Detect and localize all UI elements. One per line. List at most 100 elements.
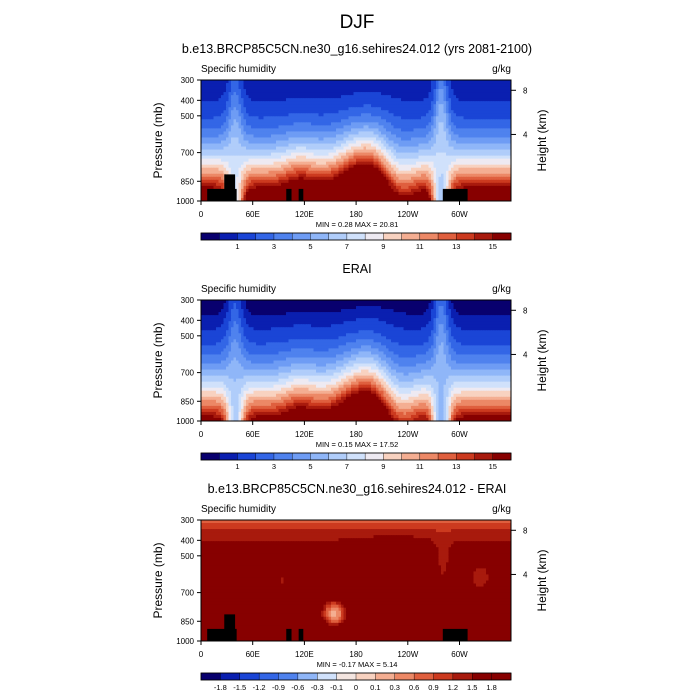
- figure-title: DJF: [340, 12, 375, 33]
- x-tick-label: 120E: [295, 210, 314, 219]
- topography-mask: [286, 188, 292, 201]
- colorbar-label: 11: [416, 462, 424, 471]
- colorbar-label: 7: [345, 242, 349, 251]
- colorbar-swatch: [456, 452, 476, 461]
- panels: b.e13.BRCP85C5CN.ne30_g16.sehires24.012 …: [151, 42, 549, 692]
- colorbar-swatch: [237, 232, 257, 241]
- x-tick-label: 0: [199, 650, 204, 659]
- heatmap-field: [201, 80, 511, 201]
- y-tick-label: 700: [181, 369, 195, 378]
- colorbar-swatch: [291, 452, 311, 461]
- colorbar-swatch: [346, 452, 366, 461]
- x-tick-label: 0: [199, 210, 204, 219]
- y2-tick-label: 4: [523, 130, 528, 139]
- y-tick-label: 400: [181, 536, 195, 545]
- colorbar-swatch: [346, 232, 366, 241]
- x-tick-label: 60E: [246, 430, 260, 439]
- units-label: g/kg: [492, 284, 511, 295]
- colorbar-swatch: [255, 452, 275, 461]
- colorbar-swatch: [220, 672, 241, 681]
- colorbar-swatch: [433, 672, 454, 681]
- y-tick-label: 1000: [176, 417, 194, 426]
- y-tick-label: 400: [181, 316, 195, 325]
- y-tick-label: 500: [181, 552, 195, 561]
- colorbar-swatch: [401, 232, 421, 241]
- colorbar-swatch: [310, 232, 330, 241]
- colorbar-swatch: [328, 452, 348, 461]
- colorbar-label: 13: [452, 462, 460, 471]
- y-tick-label: 850: [181, 617, 195, 626]
- colorbar-label: -1.2: [253, 683, 266, 692]
- colorbar-swatch: [219, 452, 238, 461]
- x-tick-label: 120W: [397, 650, 418, 659]
- colorbar-swatch: [419, 232, 439, 241]
- colorbar-swatch: [255, 232, 275, 241]
- y-tick-label: 300: [181, 76, 195, 85]
- x-tick-label: 60E: [246, 210, 260, 219]
- x-tick-label: 120W: [397, 430, 418, 439]
- y-axis-label: Pressure (mb): [151, 102, 165, 178]
- panel-1: b.e13.BRCP85C5CN.ne30_g16.sehires24.012 …: [151, 42, 549, 251]
- colorbar-label: 0.1: [370, 683, 380, 692]
- min-max-stats: MIN = 0.28 MAX = 20.81: [316, 220, 399, 229]
- topography-mask: [442, 188, 468, 201]
- colorbar-label: 9: [381, 242, 385, 251]
- colorbar-swatch: [219, 232, 238, 241]
- heatmap-field: [201, 300, 511, 421]
- colorbar-swatch: [273, 452, 293, 461]
- colorbar-swatch: [401, 452, 421, 461]
- x-tick-label: 120E: [295, 430, 314, 439]
- colorbar-swatch: [328, 232, 348, 241]
- colorbar-swatch: [472, 672, 493, 681]
- colorbar-swatch: [474, 232, 494, 241]
- colorbar-frame: [200, 452, 512, 461]
- colorbar-label: 1: [235, 462, 239, 471]
- colorbar-swatch: [419, 452, 439, 461]
- colorbar-frame: [200, 232, 512, 241]
- colorbar-swatch: [474, 452, 494, 461]
- colorbar-label: 0: [354, 683, 358, 692]
- topography-mask: [286, 628, 292, 641]
- colorbar-label: 0.3: [390, 683, 400, 692]
- colorbar-label: 1.2: [448, 683, 458, 692]
- y2-tick-label: 8: [523, 86, 528, 95]
- y-tick-label: 1000: [176, 637, 194, 646]
- colorbar-swatch: [278, 672, 299, 681]
- y-tick-label: 500: [181, 332, 195, 341]
- colorbar-swatch: [273, 232, 293, 241]
- min-max-stats: MIN = -0.17 MAX = 5.14: [317, 660, 398, 669]
- topography-mask: [298, 628, 304, 641]
- colorbar-frame: [200, 672, 512, 681]
- variable-label: Specific humidity: [201, 64, 276, 75]
- colorbar-swatch: [492, 452, 512, 461]
- colorbar-swatch: [317, 672, 338, 681]
- x-tick-label: 0: [199, 430, 204, 439]
- y2-axis-label: Height (km): [535, 549, 549, 611]
- x-tick-label: 60E: [246, 650, 260, 659]
- colorbar-swatch: [492, 232, 512, 241]
- colorbar-swatch: [297, 672, 318, 681]
- colorbar-swatch: [437, 452, 457, 461]
- colorbar-swatch: [375, 672, 396, 681]
- variable-label: Specific humidity: [201, 284, 276, 295]
- colorbar-label: 1: [235, 242, 239, 251]
- colorbar-label: 1.5: [467, 683, 477, 692]
- y-tick-label: 1000: [176, 197, 194, 206]
- colorbar-swatch: [383, 232, 403, 241]
- colorbar-swatch: [200, 232, 220, 241]
- colorbar-label: -1.8: [214, 683, 227, 692]
- colorbar-label: -1.5: [233, 683, 246, 692]
- y-tick-label: 850: [181, 397, 195, 406]
- heatmap-field: [201, 520, 511, 641]
- colorbar-label: 15: [489, 462, 497, 471]
- y2-tick-label: 8: [523, 526, 528, 535]
- colorbar-label: -0.9: [272, 683, 285, 692]
- colorbar-swatch: [355, 672, 376, 681]
- x-tick-label: 180: [349, 430, 363, 439]
- x-tick-label: 60W: [451, 650, 468, 659]
- colorbar-label: 3: [272, 242, 276, 251]
- colorbar-swatch: [437, 232, 457, 241]
- colorbar-swatch: [310, 452, 330, 461]
- colorbar-swatch: [291, 232, 311, 241]
